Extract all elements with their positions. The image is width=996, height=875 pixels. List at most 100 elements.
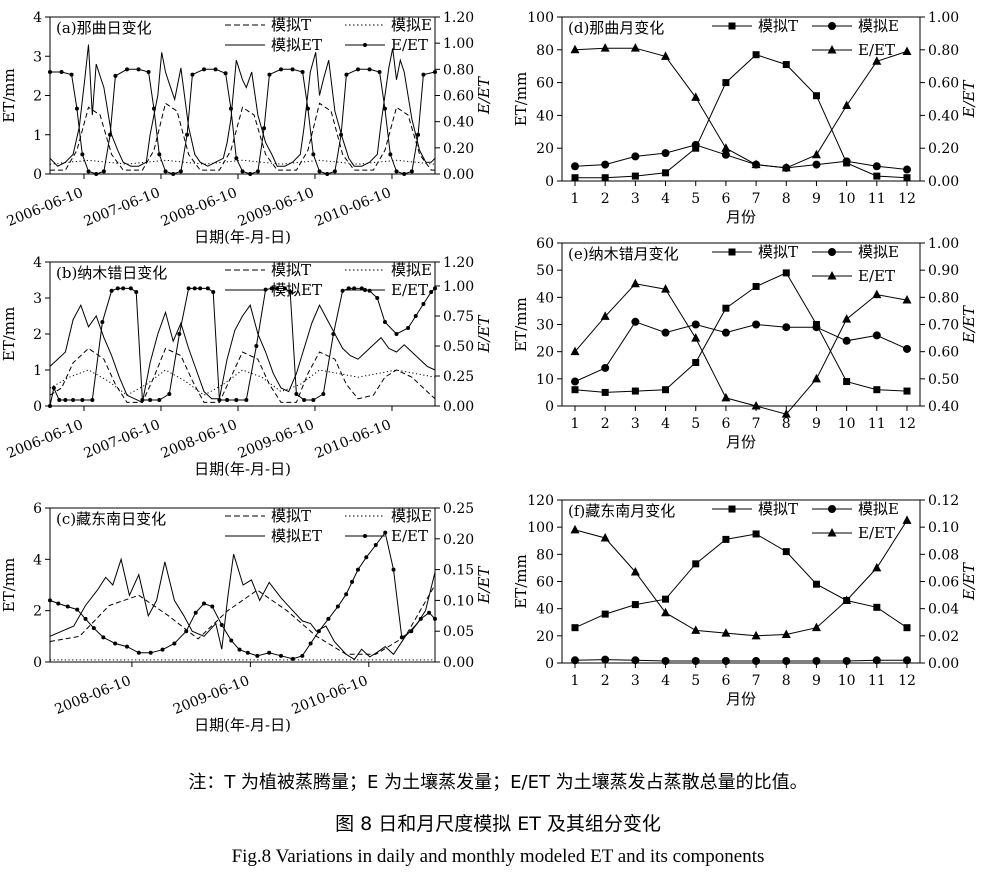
x-tick-label: 5 bbox=[691, 191, 700, 207]
x-tick-label: 2010-06-10 bbox=[289, 673, 370, 718]
panel-c: 0 2 4 6 0.00 0.05 0.10 0.15 0.20 0.25 ET/mm E/ET (c)… bbox=[0, 501, 493, 734]
marker-triangle bbox=[630, 278, 640, 288]
marker-dot bbox=[302, 398, 307, 402]
marker-square bbox=[782, 269, 790, 277]
marker-circle bbox=[601, 160, 610, 169]
x-tick-label: 3 bbox=[631, 673, 640, 689]
marker-triangle bbox=[600, 311, 610, 320]
marker-dot bbox=[65, 604, 70, 609]
marker-square bbox=[728, 22, 736, 30]
x-tick-label: 6 bbox=[721, 416, 730, 432]
series-line bbox=[574, 47, 908, 169]
panel-title: (c)藏东南日变化 bbox=[56, 510, 166, 528]
marker-square bbox=[903, 387, 911, 395]
marker-dot bbox=[134, 290, 139, 294]
marker-dot bbox=[234, 398, 239, 402]
marker-dot bbox=[279, 653, 283, 658]
series-line bbox=[574, 321, 908, 383]
marker-triangle bbox=[842, 314, 852, 323]
marker-square bbox=[782, 548, 790, 556]
y2-tick-label: 0.50 bbox=[443, 339, 474, 355]
marker-dot bbox=[75, 607, 80, 612]
series-line bbox=[49, 584, 436, 655]
x-tick-label: 2009-06-10 bbox=[236, 417, 317, 462]
marker-triangle bbox=[600, 43, 610, 52]
x-tick-label: 1 bbox=[571, 191, 580, 207]
marker-dot bbox=[356, 567, 360, 572]
series-line bbox=[574, 520, 908, 637]
marker-dot bbox=[184, 629, 189, 634]
marker-triangle bbox=[811, 622, 821, 632]
marker-triangle bbox=[827, 45, 837, 54]
legend-label: 模拟ET bbox=[271, 36, 322, 54]
y2-tick-label: 0.80 bbox=[443, 62, 474, 78]
y-tick-label: 40 bbox=[536, 290, 554, 306]
marker-dot bbox=[192, 286, 197, 291]
plot-frame bbox=[561, 16, 921, 182]
y2-tick-label: 0.60 bbox=[443, 89, 474, 105]
marker-square bbox=[571, 386, 579, 394]
marker-dot bbox=[279, 67, 283, 72]
marker-dot bbox=[363, 534, 367, 538]
marker-dot bbox=[121, 286, 126, 291]
marker-triangle bbox=[902, 515, 912, 524]
x-tick-label: 4 bbox=[661, 191, 670, 207]
marker-dot bbox=[317, 169, 322, 174]
marker-dot bbox=[391, 567, 396, 572]
marker-dot bbox=[367, 67, 372, 72]
marker-dot bbox=[375, 296, 380, 300]
marker-triangle bbox=[661, 607, 671, 617]
y2-tick-label: 0.20 bbox=[928, 141, 959, 157]
marker-dot bbox=[248, 172, 253, 176]
panel-title: (d)那曲月变化 bbox=[568, 19, 664, 37]
marker-triangle bbox=[827, 271, 837, 280]
marker-dot bbox=[91, 626, 96, 631]
x-tick-label: 2009-06-10 bbox=[171, 673, 252, 718]
legend-label: 模拟E bbox=[391, 507, 432, 525]
y-tick-label: 6 bbox=[33, 501, 42, 517]
legend-label: 模拟T bbox=[271, 16, 311, 34]
marker-dot bbox=[48, 69, 52, 74]
marker-circle bbox=[812, 323, 821, 332]
marker-dot bbox=[335, 604, 340, 609]
y-axis-label: ET/mm bbox=[512, 72, 530, 126]
legend-label: 模拟E bbox=[858, 243, 899, 261]
marker-dot bbox=[316, 629, 321, 634]
x-tick-label: 2009-06-10 bbox=[236, 185, 317, 230]
marker-circle bbox=[571, 656, 579, 665]
marker-square bbox=[571, 174, 579, 182]
y-tick-label: 10 bbox=[536, 372, 554, 388]
marker-circle bbox=[903, 656, 911, 665]
series-line bbox=[49, 369, 436, 396]
legend-label: 模拟T bbox=[758, 17, 798, 35]
marker-dot bbox=[377, 69, 382, 74]
x-tick-label: 3 bbox=[631, 416, 640, 432]
marker-circle bbox=[828, 505, 836, 513]
y2-tick-label: 0.40 bbox=[928, 399, 959, 415]
marker-dot bbox=[394, 332, 399, 336]
marker-dot bbox=[94, 172, 99, 176]
marker-dot bbox=[113, 641, 118, 646]
marker-dot bbox=[211, 290, 216, 294]
marker-dot bbox=[151, 106, 156, 111]
marker-dot bbox=[71, 398, 76, 402]
marker-dot bbox=[340, 288, 345, 293]
y2-tick-label: 0.10 bbox=[443, 593, 474, 609]
marker-dot bbox=[300, 653, 305, 658]
series-line bbox=[49, 303, 436, 404]
marker-triangle bbox=[630, 566, 640, 576]
marker-dot bbox=[339, 132, 344, 137]
panel-f: 0 20 40 60 80 100 120 0.00 0.02 0.04 0.06 0.08 0.10 0… bbox=[512, 493, 978, 708]
y2-tick-label: 0.90 bbox=[928, 263, 959, 279]
marker-circle bbox=[631, 152, 640, 161]
marker-triangle bbox=[721, 392, 731, 402]
legend-label: E/ET bbox=[391, 36, 428, 54]
marker-dot bbox=[108, 132, 113, 137]
marker-dot bbox=[146, 69, 151, 74]
marker-dot bbox=[269, 286, 274, 291]
marker-dot bbox=[56, 601, 61, 606]
x-axis-label: 日期(年-月-日) bbox=[194, 228, 291, 246]
legend-label: 模拟ET bbox=[271, 527, 322, 545]
y-tick-label: 2 bbox=[33, 327, 42, 343]
marker-dot bbox=[48, 598, 52, 603]
